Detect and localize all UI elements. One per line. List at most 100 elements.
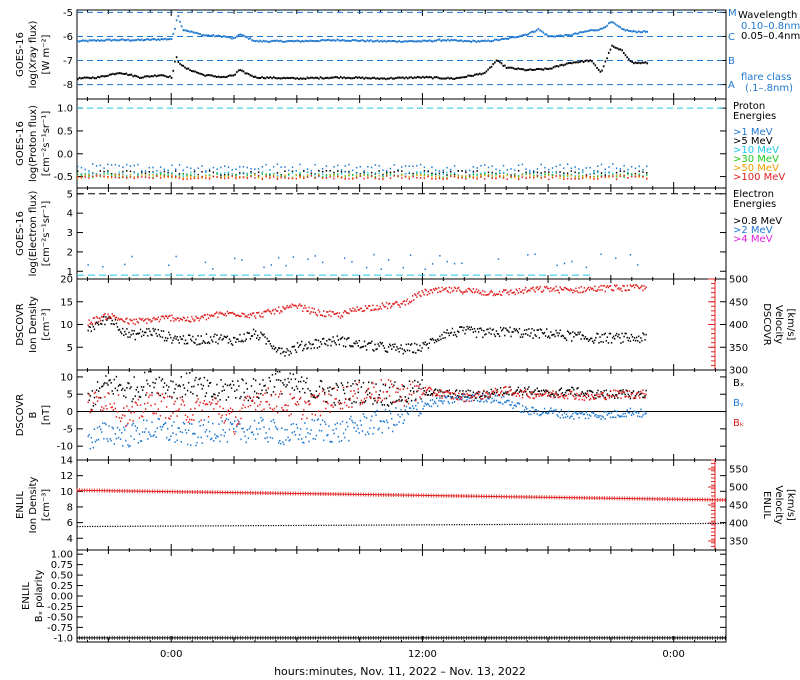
proton-point xyxy=(325,175,328,178)
proton-point xyxy=(325,169,328,172)
b-field-point xyxy=(630,391,633,394)
proton-point xyxy=(589,166,591,169)
b-field-point xyxy=(101,431,103,433)
b-field-point xyxy=(523,390,526,392)
b-field-point xyxy=(111,406,113,408)
xray-point xyxy=(232,74,235,77)
b-field-point xyxy=(623,415,625,418)
b-field-point xyxy=(182,384,185,386)
proton-point xyxy=(163,170,166,173)
velocity-point xyxy=(251,312,254,315)
xray-point xyxy=(507,38,510,41)
xray-point xyxy=(502,37,505,40)
velocity-point xyxy=(532,286,534,289)
b-field-point xyxy=(432,391,435,394)
xray-point xyxy=(406,40,409,43)
proton-point xyxy=(532,171,535,173)
b-field-point xyxy=(592,391,594,394)
xray-point xyxy=(366,77,369,80)
xray-point xyxy=(373,76,376,79)
velocity-point xyxy=(597,288,599,291)
velocity-point xyxy=(393,303,395,306)
b-field-point xyxy=(341,420,344,423)
xray-point xyxy=(629,29,632,32)
density-point xyxy=(139,328,142,331)
b-field-point xyxy=(205,392,208,394)
density-point xyxy=(554,335,556,338)
proton-point xyxy=(272,176,275,178)
b-field-point xyxy=(221,414,223,417)
velocity-point xyxy=(178,320,180,322)
density-point xyxy=(213,335,215,338)
b-field-point xyxy=(428,390,431,392)
proton-point xyxy=(619,174,622,177)
b-field-point xyxy=(594,398,596,400)
xray-point xyxy=(316,76,319,79)
b-field-point xyxy=(199,401,201,404)
density-point xyxy=(574,332,576,335)
proton-point xyxy=(133,164,135,167)
xray-point xyxy=(184,66,186,69)
b-field-point xyxy=(316,419,319,421)
xray-point xyxy=(324,39,327,42)
velocity-point xyxy=(456,287,459,290)
velocity-point xyxy=(552,288,554,291)
enlil-density-point xyxy=(167,525,169,527)
b-field-point xyxy=(326,401,328,404)
b-field-point xyxy=(361,401,364,404)
velocity-point xyxy=(237,314,239,317)
xray-point xyxy=(266,40,268,43)
proton-point xyxy=(419,163,422,166)
velocity-point xyxy=(447,291,449,293)
b-field-point xyxy=(181,396,184,398)
b-field-point xyxy=(263,408,265,410)
xray-point xyxy=(512,67,515,70)
velocity-point xyxy=(644,288,646,290)
b-field-point xyxy=(104,422,106,425)
proton-point xyxy=(329,170,331,172)
density-point xyxy=(163,339,166,342)
b-field-point xyxy=(518,395,521,397)
b-field-point xyxy=(213,393,215,396)
density-point xyxy=(597,333,599,335)
density-point xyxy=(322,337,325,340)
b-field-point xyxy=(296,427,299,429)
b-field-point xyxy=(98,396,101,399)
density-point xyxy=(203,341,206,343)
b-field-point xyxy=(243,431,245,433)
b-field-point xyxy=(576,387,578,390)
b-field-point xyxy=(408,407,411,409)
b-field-point xyxy=(154,430,156,433)
b-field-point xyxy=(460,396,462,398)
b-field-point xyxy=(395,400,397,403)
right-y-tick-label: 350 xyxy=(729,343,748,354)
proton-point xyxy=(517,178,520,180)
proton-point xyxy=(261,173,264,175)
xray-point xyxy=(145,75,148,78)
b-field-point xyxy=(261,409,263,412)
xray-point xyxy=(284,40,287,43)
proton-point xyxy=(487,171,490,174)
xray-point xyxy=(535,29,538,32)
b-field-point xyxy=(561,392,564,394)
density-point xyxy=(549,337,551,339)
b-field-point xyxy=(131,400,133,403)
b-field-point xyxy=(258,422,260,424)
density-point xyxy=(529,335,531,337)
b-field-point xyxy=(200,436,202,439)
b-field-point xyxy=(162,423,165,426)
b-field-point xyxy=(303,380,305,382)
density-point xyxy=(382,344,385,347)
xray-point xyxy=(217,75,220,78)
b-field-point xyxy=(224,383,226,386)
b-field-point xyxy=(119,438,122,440)
proton-point xyxy=(242,165,245,168)
b-field-point xyxy=(161,426,164,428)
b-field-point xyxy=(610,395,613,397)
proton-point xyxy=(389,173,392,175)
xray-point xyxy=(221,76,223,79)
b-field-point xyxy=(292,373,295,376)
proton-point xyxy=(144,172,147,174)
velocity-point xyxy=(125,318,127,320)
density-point xyxy=(277,347,280,349)
